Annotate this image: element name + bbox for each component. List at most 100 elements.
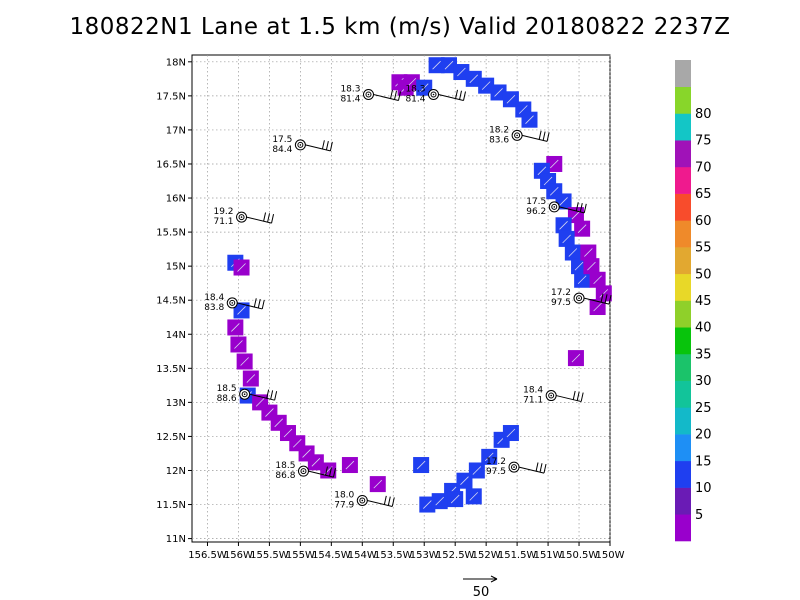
station-label-alt: 17.5 — [526, 197, 546, 207]
station: 18.588.6 — [217, 384, 278, 404]
wind-vector — [407, 77, 417, 87]
wind-vector — [593, 275, 602, 285]
x-tick-label: 150.5W — [560, 550, 599, 561]
station-ring-inner — [551, 203, 558, 210]
x-tick-label: 153W — [410, 550, 439, 561]
wind-scale-arrow: 50 — [463, 575, 498, 600]
colorbar-label: 70 — [695, 160, 712, 175]
y-tick-label: 11.5N — [156, 500, 186, 511]
wind-vector — [484, 452, 494, 462]
wind-vector — [469, 74, 479, 84]
x-tick-label: 150W — [596, 550, 625, 561]
wind-barb-feather — [390, 89, 393, 100]
station: 18.381.4 — [405, 85, 466, 105]
station: 17.596.2 — [526, 197, 587, 217]
station-label-dir: 97.5 — [551, 298, 571, 308]
wind-vector — [549, 159, 559, 169]
station-label-dir: 71.1 — [213, 217, 233, 227]
y-tick-label: 13.5N — [156, 364, 186, 375]
wind-vector — [549, 186, 559, 196]
y-tick-label: 18N — [166, 57, 186, 68]
wind-vector — [416, 460, 426, 470]
wind-vector — [571, 353, 581, 363]
station-label-dir: 86.8 — [275, 471, 295, 481]
wind-barb-feather — [329, 141, 333, 152]
wind-barb-feather — [257, 299, 261, 309]
colorbar-segment — [675, 434, 691, 462]
wind-barb-feather — [463, 91, 466, 101]
wind-barb-feather — [261, 299, 265, 310]
station-dot — [513, 466, 515, 468]
colorbar-segment — [675, 220, 691, 248]
wind-barb-feather — [332, 468, 336, 478]
wind-barb-feather — [543, 463, 547, 474]
wind-barb-feather — [575, 202, 579, 212]
station-ring-inner — [511, 464, 518, 471]
wind-barb-feather — [325, 140, 329, 151]
wind-vector — [494, 88, 503, 97]
y-tick-label: 16.5N — [156, 159, 186, 170]
wind-barb-feather — [398, 91, 401, 101]
colorbar-segment — [675, 140, 691, 168]
colorbar-label: 30 — [695, 374, 712, 389]
station-label-dir: 81.4 — [405, 95, 425, 105]
x-tick-label: 154W — [348, 550, 377, 561]
colorbar-segment — [675, 166, 691, 194]
wind-vector — [568, 248, 578, 257]
colorbar-segment — [675, 407, 691, 435]
wind-barb-feather — [324, 466, 328, 476]
wind-barb-feather — [583, 203, 587, 213]
wind-vector — [562, 234, 571, 244]
wind-vector — [559, 197, 568, 206]
station-label-dir: 96.2 — [526, 207, 546, 217]
wind-vector — [457, 67, 466, 77]
wind-barb-feather — [459, 90, 462, 100]
wind-vector — [577, 224, 587, 233]
x-tick-label: 156.5W — [188, 550, 227, 561]
station-dot — [302, 470, 305, 472]
wind-vector — [559, 220, 568, 230]
wind-barb-feather — [455, 89, 458, 100]
wind-barb-feather — [535, 462, 539, 472]
station-dot — [578, 297, 580, 299]
station-dot — [550, 394, 552, 397]
station: 17.584.4 — [272, 135, 333, 155]
wind-vector — [237, 263, 246, 272]
x-tick-label: 156W — [224, 550, 253, 561]
y-tick-label: 13N — [166, 398, 186, 409]
wind-vector — [274, 418, 283, 428]
station-dot — [367, 93, 370, 96]
y-tick-label: 15N — [166, 262, 186, 273]
wind-vector — [506, 94, 516, 104]
wind-vector — [255, 398, 265, 407]
x-tick-label: 152W — [472, 550, 501, 561]
y-tick-label: 15.5N — [156, 228, 186, 239]
station-ring-inner — [300, 468, 307, 475]
wind-vector — [246, 374, 256, 383]
station-label-alt: 18.4 — [204, 293, 224, 303]
station-label-dir: 97.5 — [486, 467, 506, 477]
wind-barb-feather — [604, 294, 608, 304]
wind-vector — [481, 81, 491, 90]
wind-vector — [460, 476, 469, 485]
station: 18.471.1 — [523, 386, 584, 406]
colorbar-label: 80 — [695, 107, 712, 122]
station-dot — [231, 302, 234, 304]
station-ring-inner — [548, 392, 555, 399]
y-axis-ticks: 11N 11.5N 12N 12.5N 13N 13.5N 14N 14.5N 15N 15.5N… — [156, 57, 192, 545]
colorbar-label: 60 — [695, 214, 712, 229]
wind-barb-feather — [391, 497, 395, 507]
station-dot — [243, 393, 246, 395]
station-label-dir: 84.4 — [272, 145, 292, 155]
colorbar-label: 5 — [695, 508, 703, 523]
wind-vector — [469, 492, 479, 501]
wind-barb-feather — [546, 132, 550, 142]
station-label-alt: 18.3 — [405, 85, 425, 95]
wind-vector — [472, 466, 482, 475]
station-label-alt: 18.2 — [489, 125, 509, 135]
station-label-dir: 83.6 — [489, 135, 509, 145]
wind-barb-feather — [580, 392, 584, 402]
colorbar-segment — [675, 353, 691, 381]
station-label-alt: 17.5 — [272, 135, 292, 145]
